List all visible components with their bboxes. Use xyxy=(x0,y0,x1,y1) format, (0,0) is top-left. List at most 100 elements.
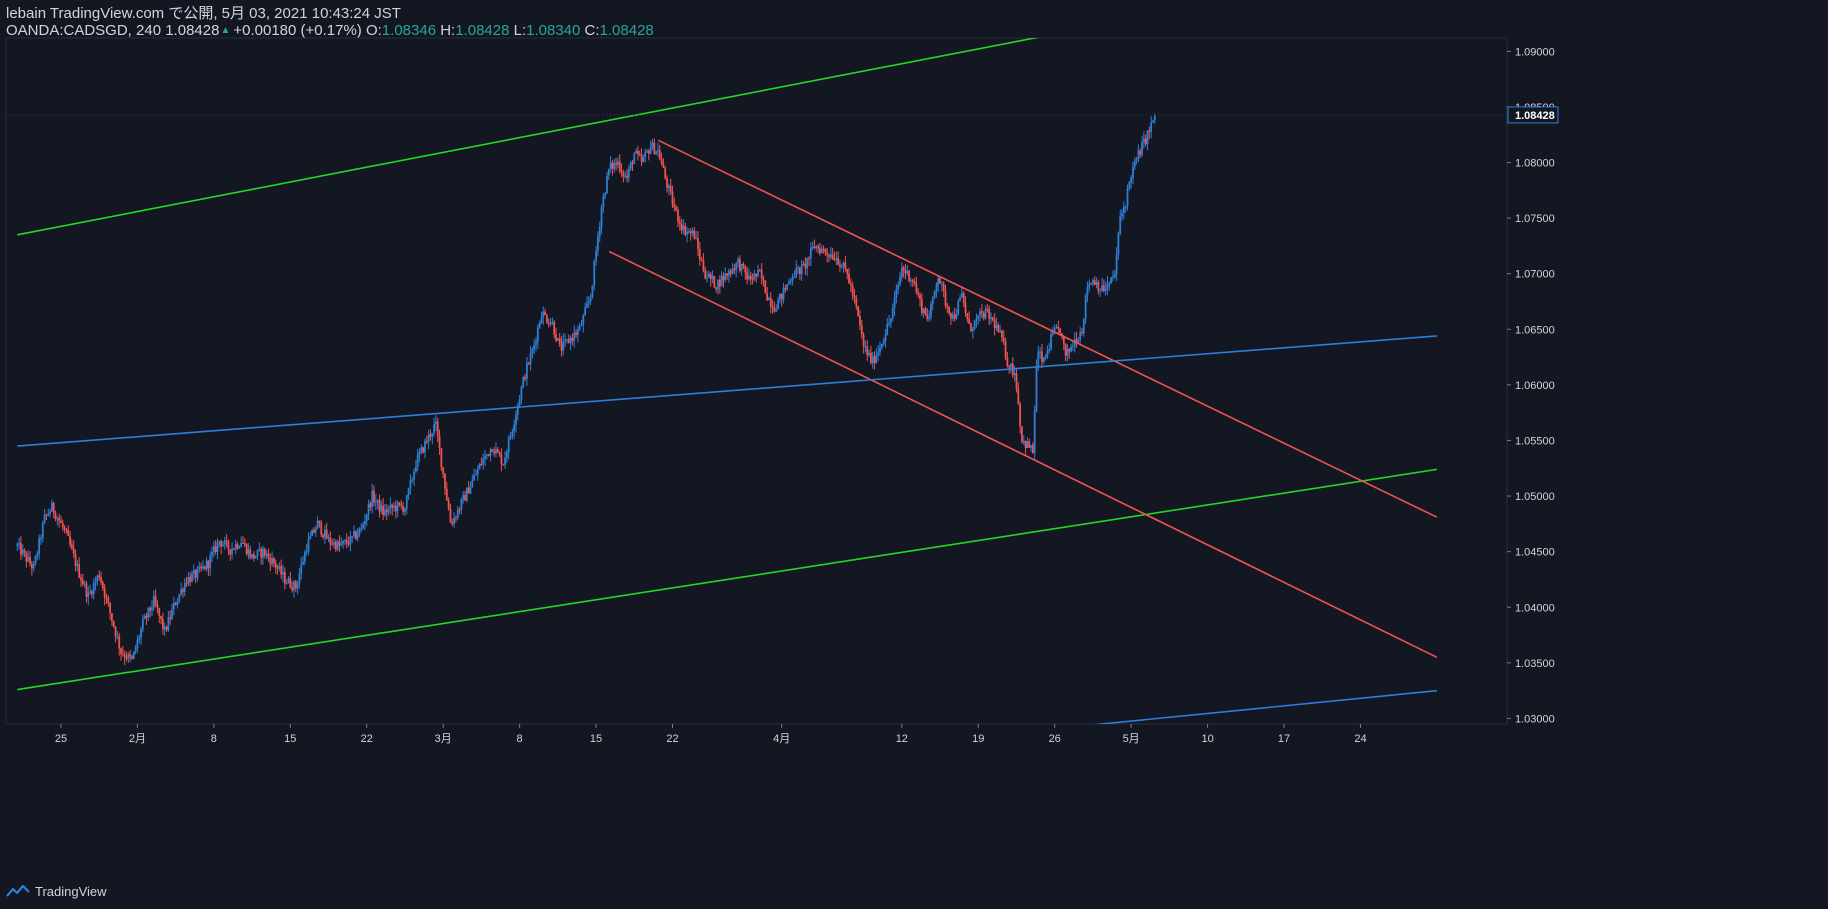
candle-body xyxy=(273,558,275,564)
candle-body xyxy=(859,315,861,326)
candle-body xyxy=(957,301,960,314)
candle-body xyxy=(960,293,963,298)
candle-body xyxy=(1006,357,1009,367)
candle-body xyxy=(83,583,86,585)
candle-body xyxy=(202,566,204,569)
green-trend-line[interactable] xyxy=(17,468,1438,691)
candle-body xyxy=(242,542,244,544)
candle-body xyxy=(285,583,288,585)
candle-body xyxy=(495,448,497,454)
candle-body xyxy=(89,591,91,593)
candle-body xyxy=(1055,326,1058,329)
candle-body xyxy=(582,315,585,325)
candle-body xyxy=(143,615,146,620)
candle-body xyxy=(413,471,415,480)
candle-body xyxy=(533,344,536,350)
candle-body xyxy=(904,271,907,274)
candle-body xyxy=(626,175,628,178)
x-tick-label: 17 xyxy=(1278,733,1290,745)
candle-body xyxy=(773,307,776,312)
candle-body xyxy=(786,284,789,290)
blue-trend-line[interactable] xyxy=(17,335,1437,447)
candle-body xyxy=(171,609,173,619)
candle-body xyxy=(793,276,796,278)
candle-body xyxy=(81,580,84,585)
symbol-label[interactable]: OANDA:CADSGD, 240 xyxy=(6,22,162,39)
candle-body xyxy=(263,548,266,556)
candle-body xyxy=(156,604,159,609)
tradingview-branding[interactable]: TradingView xyxy=(6,880,107,902)
candle-body xyxy=(815,246,818,249)
candle-body xyxy=(85,583,88,597)
candle-body xyxy=(362,524,364,528)
candle-body xyxy=(839,264,841,267)
candle-body xyxy=(575,332,577,335)
candle-body xyxy=(633,153,636,165)
candle-body xyxy=(686,231,688,235)
candle-body xyxy=(1072,345,1074,347)
candle-body xyxy=(476,469,479,475)
candle-body xyxy=(933,291,936,298)
red-trend-line[interactable] xyxy=(608,250,1438,659)
candle-body xyxy=(566,339,568,341)
red-trend-line[interactable] xyxy=(657,139,1438,518)
candle-body xyxy=(1106,283,1109,289)
candle-body xyxy=(935,285,938,292)
candle-body xyxy=(1088,283,1091,288)
candle-body xyxy=(167,617,170,631)
candle-body xyxy=(1068,348,1071,352)
candle-body xyxy=(238,546,241,549)
candle-body xyxy=(158,608,161,617)
candle-body xyxy=(908,270,910,282)
candle-body xyxy=(660,159,663,164)
candle-body xyxy=(1153,115,1156,121)
candle-body xyxy=(890,318,892,323)
candle-body xyxy=(738,259,741,271)
candle-body xyxy=(20,543,22,555)
candle-body xyxy=(145,615,148,618)
candle-body xyxy=(1013,373,1016,376)
candle-body xyxy=(749,275,752,280)
candle-body xyxy=(706,277,708,279)
candle-body xyxy=(467,487,470,494)
high-label: H: xyxy=(440,22,456,39)
candle-body xyxy=(251,554,253,558)
candle-body xyxy=(744,265,747,273)
green-trend-line[interactable] xyxy=(17,0,1437,236)
candle-body xyxy=(18,543,21,545)
candle-body xyxy=(25,552,28,562)
candle-body xyxy=(218,540,221,543)
candle-body xyxy=(329,537,332,544)
candle-body xyxy=(720,275,723,287)
candle-body xyxy=(569,337,572,343)
candle-body xyxy=(342,540,344,544)
candle-body xyxy=(356,534,359,539)
x-tick-label: 10 xyxy=(1201,733,1213,745)
candle-body xyxy=(298,573,301,584)
candle-body xyxy=(1112,276,1114,278)
candle-body xyxy=(21,549,24,555)
candle-body xyxy=(970,323,972,332)
candle-body xyxy=(1084,295,1087,320)
candle-body xyxy=(125,657,128,659)
candle-body xyxy=(1113,274,1116,277)
blue-trend-line[interactable] xyxy=(17,689,1437,832)
candle-body xyxy=(864,346,867,348)
candle-body xyxy=(1030,445,1032,448)
candle-body xyxy=(846,268,849,274)
candle-body xyxy=(698,248,701,260)
candle-body xyxy=(1037,351,1040,367)
candle-body xyxy=(1079,332,1082,340)
candle-body xyxy=(43,514,46,524)
candle-body xyxy=(205,560,208,570)
candle-body xyxy=(1070,346,1072,352)
candle-body xyxy=(919,295,921,300)
candle-body xyxy=(791,277,794,281)
chart-axes: 1.03000 1.03500 1.04000 1.04500 1.05000 1.055… xyxy=(6,46,1559,745)
candle-body xyxy=(194,570,197,578)
candle-body xyxy=(1021,426,1023,443)
candle-body xyxy=(704,270,707,279)
candle-body xyxy=(981,311,983,314)
candle-body xyxy=(640,155,643,162)
